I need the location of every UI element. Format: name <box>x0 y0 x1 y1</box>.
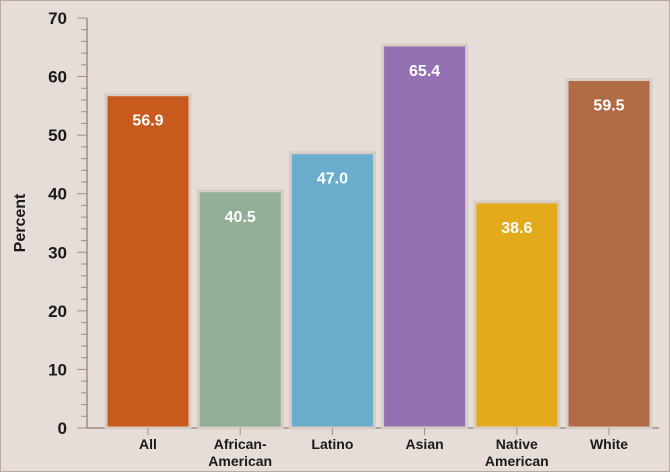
data-label: 47.0 <box>317 171 348 188</box>
bar <box>473 200 561 430</box>
y-axis-title: Percent <box>12 193 29 252</box>
x-tick-label: Latino <box>311 436 353 452</box>
data-label: 40.5 <box>225 209 256 226</box>
x-tick-label: Native <box>496 436 538 452</box>
data-label: 59.5 <box>593 98 624 115</box>
x-tick-label: American <box>208 453 272 469</box>
x-tick-label: Asian <box>406 436 444 452</box>
x-tick-label: All <box>139 436 157 452</box>
y-tick-label: 70 <box>48 9 67 28</box>
bar <box>104 93 192 430</box>
y-tick-label: 50 <box>48 126 67 145</box>
y-tick-label: 30 <box>48 243 67 262</box>
bar <box>196 189 284 430</box>
y-tick-label: 20 <box>48 302 67 321</box>
data-label: 38.6 <box>501 220 532 237</box>
data-label: 56.9 <box>132 113 163 130</box>
y-tick-label: 60 <box>48 68 67 87</box>
x-tick-label: African- <box>214 436 267 452</box>
y-tick-label: 10 <box>48 360 67 379</box>
bar <box>381 43 469 430</box>
bar <box>565 78 653 430</box>
y-tick-label: 0 <box>58 419 67 438</box>
y-tick-label: 40 <box>48 185 67 204</box>
x-tick-label: White <box>590 436 628 452</box>
data-label: 65.4 <box>409 63 440 80</box>
x-tick-label: American <box>485 453 549 469</box>
bar <box>288 151 376 430</box>
